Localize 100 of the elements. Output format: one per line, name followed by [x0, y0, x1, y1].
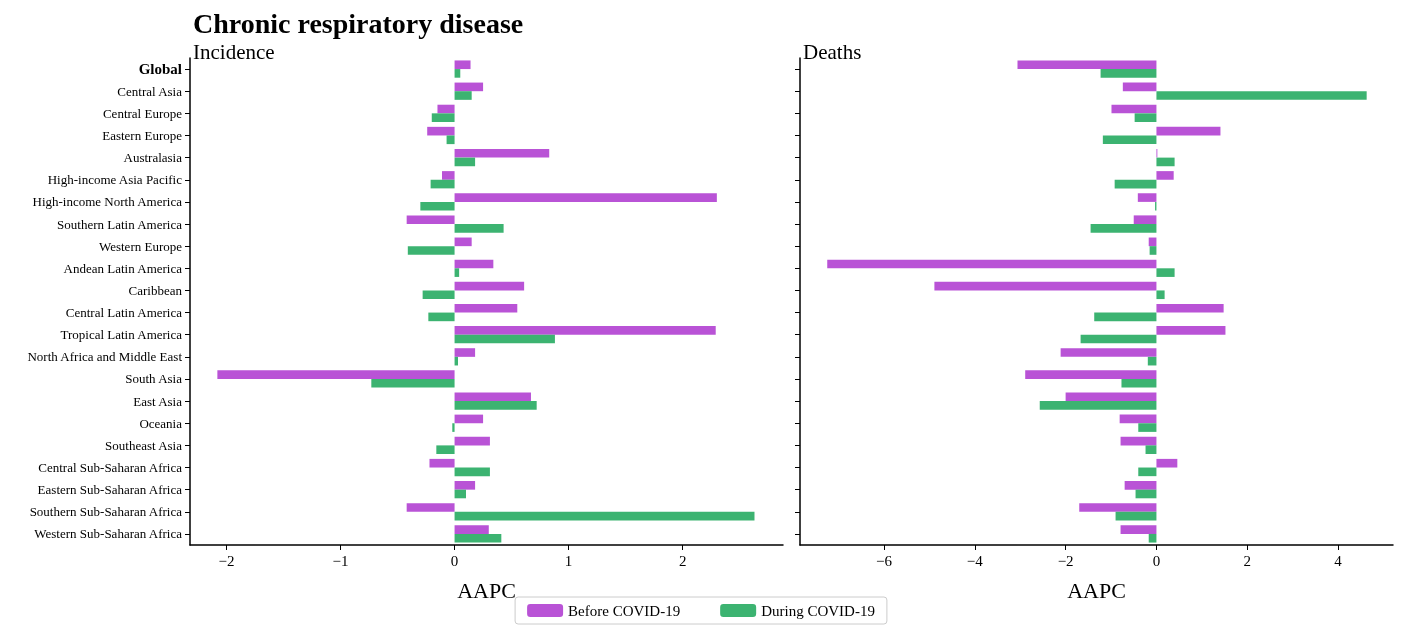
y-tick-label: Eastern Europe: [102, 127, 183, 143]
x-tick-label: 4: [1334, 552, 1343, 569]
bar: [1138, 423, 1157, 432]
bar: [1090, 224, 1157, 233]
bar: [454, 303, 518, 313]
y-tick-label: Central Sub-Saharan Africa: [38, 460, 183, 476]
x-tick-label: −2: [218, 552, 235, 569]
y-tick-label: Andean Latin America: [63, 260, 183, 276]
bar: [436, 445, 455, 455]
bar: [827, 259, 1157, 269]
x-axis-title: AAPC: [1067, 577, 1126, 603]
bar: [437, 104, 455, 114]
x-tick-label: −4: [966, 552, 984, 569]
bar: [454, 157, 476, 167]
y-tick-label: Global: [138, 61, 182, 78]
bar: [1120, 436, 1157, 446]
bar: [422, 290, 455, 300]
y-tick-label: Central Latin America: [65, 305, 183, 321]
bar: [454, 69, 461, 78]
y-tick-label: High-income North America: [32, 194, 183, 210]
y-tick-label: Southern Latin America: [57, 216, 183, 232]
bar: [1102, 135, 1157, 145]
bar: [1039, 401, 1157, 410]
bar: [1137, 193, 1157, 202]
y-tick-label: Western Europe: [98, 238, 183, 254]
bar: [934, 281, 1157, 291]
bar: [454, 414, 484, 424]
x-tick-label: 0: [1152, 552, 1161, 569]
bar: [420, 201, 455, 211]
y-tick-label: Australasia: [123, 150, 183, 166]
y-tick-label: North Africa and Middle East: [27, 349, 183, 365]
bar: [217, 370, 455, 379]
x-axis-title: AAPC: [457, 577, 516, 603]
x-tick-label: 1: [564, 552, 573, 569]
bar: [454, 91, 472, 100]
bar: [442, 171, 455, 180]
bar: [454, 489, 466, 499]
bar: [1017, 60, 1157, 70]
bar: [1120, 525, 1157, 534]
y-tick-label: Tropical Latin America: [60, 327, 183, 343]
bar: [429, 458, 455, 468]
chart-title: Chronic respiratory disease: [193, 7, 524, 39]
bar: [1156, 326, 1226, 335]
bar: [430, 179, 455, 189]
bar: [454, 60, 471, 70]
bar: [1149, 246, 1157, 255]
bar: [454, 533, 502, 543]
bar: [454, 281, 525, 291]
y-tick-label: Central Asia: [117, 83, 183, 99]
bar: [1079, 503, 1157, 512]
bar: [407, 246, 455, 255]
x-tick-label: −6: [876, 552, 893, 569]
y-tick-label: Caribbean: [128, 282, 183, 298]
bar: [1145, 445, 1157, 455]
x-tick-label: −1: [332, 552, 349, 569]
y-tick-label: South Asia: [125, 371, 183, 387]
bar: [431, 113, 455, 122]
bar: [454, 148, 550, 158]
y-tick-label: Central Europe: [102, 105, 183, 121]
bar: [428, 312, 455, 322]
bar: [1156, 171, 1174, 180]
bar: [1124, 481, 1157, 490]
chart-title: Deaths: [803, 39, 862, 64]
bar: [454, 237, 472, 247]
bar: [454, 511, 755, 521]
x-tick-label: 2: [678, 552, 687, 569]
bar: [446, 135, 455, 145]
bar: [454, 392, 531, 402]
bar: [1122, 82, 1157, 92]
legend-label: Before COVID-19: [568, 602, 681, 619]
x-tick-label: 0: [450, 552, 459, 569]
bar: [454, 268, 460, 277]
bar: [1156, 290, 1165, 300]
bar: [1156, 91, 1367, 100]
bar: [1156, 303, 1224, 313]
x-tick-label: −2: [1057, 552, 1074, 569]
y-tick-label: Southern Sub-Saharan Africa: [29, 504, 183, 520]
bar: [406, 215, 455, 225]
bar: [1156, 458, 1178, 468]
bar: [1115, 511, 1157, 521]
bar: [1094, 312, 1157, 322]
bar: [1156, 157, 1175, 167]
bar: [454, 193, 717, 202]
bar: [1121, 378, 1157, 388]
y-tick-label: Oceania: [139, 415, 183, 431]
bar: [1080, 334, 1157, 344]
legend-label: During COVID-19: [761, 602, 875, 619]
bar: [454, 436, 490, 446]
bar: [454, 326, 716, 335]
y-tick-label: Eastern Sub-Saharan Africa: [37, 482, 183, 498]
bar: [454, 525, 489, 534]
chart-subtitle: Incidence: [193, 39, 275, 64]
bar: [454, 224, 504, 233]
bar: [406, 503, 455, 512]
y-tick-label: Western Sub-Saharan Africa: [34, 526, 183, 542]
bar: [1100, 69, 1157, 78]
bar: [1138, 467, 1157, 477]
bar: [1156, 126, 1221, 136]
bar: [1134, 113, 1157, 122]
y-tick-label: East Asia: [133, 393, 183, 409]
